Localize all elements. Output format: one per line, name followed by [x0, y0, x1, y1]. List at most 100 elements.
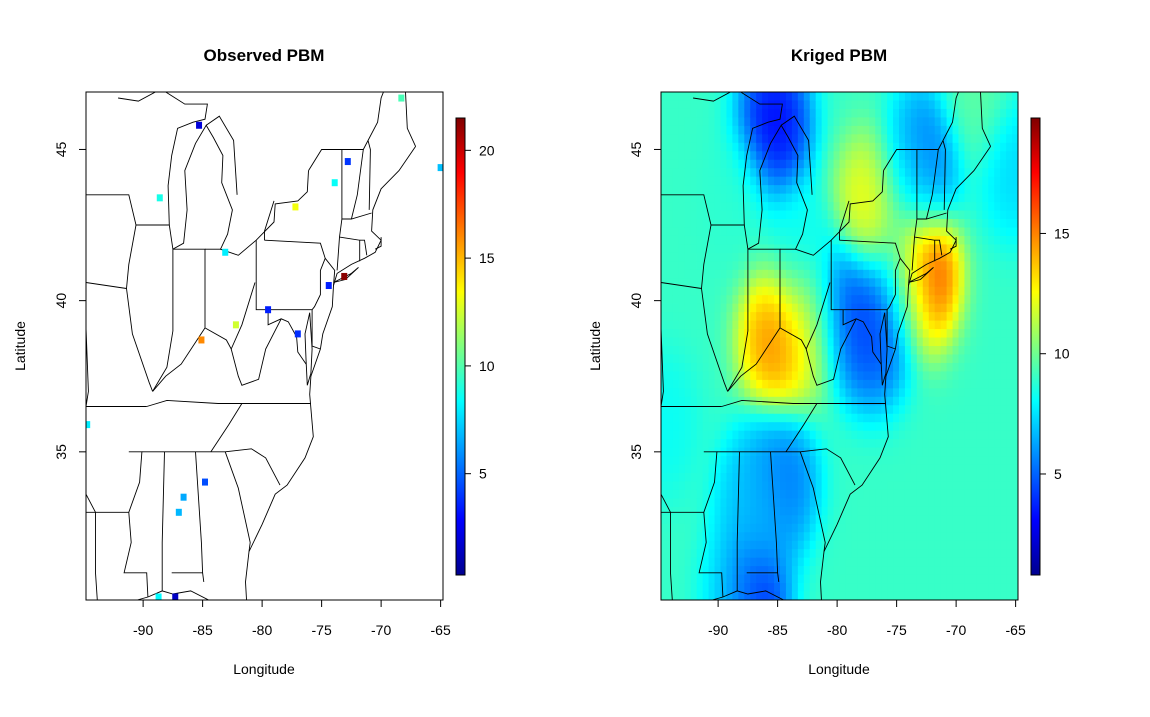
heat-cell — [893, 134, 900, 144]
heat-cell — [899, 557, 906, 567]
heat-cell — [899, 210, 906, 220]
heat-cell — [899, 464, 906, 474]
heat-cell — [750, 142, 757, 152]
heat-cell — [922, 134, 930, 144]
heat-cell — [744, 176, 751, 186]
heat-cell — [726, 506, 733, 516]
heat-cell — [684, 337, 692, 347]
heat-cell — [768, 413, 775, 423]
heat-cell — [833, 329, 841, 339]
heat-cell — [994, 515, 1001, 525]
heat-cell — [970, 168, 977, 178]
heat-cell — [821, 405, 829, 415]
heat-cell — [1000, 489, 1007, 499]
heat-cell — [988, 329, 995, 339]
heat-cell — [809, 439, 817, 449]
heat-cell — [887, 125, 894, 135]
heat-cell — [976, 252, 983, 262]
heat-cell — [976, 540, 983, 550]
heat-cell — [970, 337, 977, 347]
heat-cell — [922, 439, 930, 449]
heat-cell — [940, 151, 948, 161]
heat-cell — [815, 117, 823, 127]
heat-cell — [774, 117, 781, 127]
heat-cell — [732, 219, 739, 229]
heat-cell — [726, 574, 733, 584]
y-axis-label: Latitude — [12, 321, 28, 371]
heat-cell — [922, 261, 930, 271]
heat-cell — [696, 142, 704, 152]
heat-cell — [934, 227, 942, 237]
heat-cell — [839, 176, 847, 186]
heat-cell — [774, 515, 781, 525]
heat-cell — [774, 168, 781, 178]
heat-cell — [720, 329, 728, 339]
heat-cell — [762, 92, 769, 102]
heat-cell — [916, 176, 924, 186]
heat-cell — [768, 430, 775, 440]
heat-cell — [976, 515, 983, 525]
heat-cell — [672, 210, 680, 220]
heat-cell — [732, 168, 739, 178]
heat-cell — [899, 142, 906, 152]
heat-cell — [768, 142, 775, 152]
heat-cell — [952, 422, 960, 432]
heat-cell — [922, 498, 930, 508]
heat-cell — [875, 489, 882, 499]
heat-cell — [732, 405, 739, 415]
heat-cell — [714, 337, 722, 347]
heat-cell — [934, 168, 942, 178]
heat-cell — [970, 244, 977, 254]
heat-cell — [720, 117, 728, 127]
heat-cell — [958, 540, 966, 550]
heat-cell — [1012, 134, 1018, 144]
y-tick-label: 40 — [53, 293, 69, 309]
heat-cell — [982, 481, 989, 491]
heat-cell — [988, 235, 995, 245]
heat-cell — [797, 269, 805, 279]
heat-cell — [702, 506, 710, 516]
heat-cell — [946, 92, 954, 102]
heat-cell — [833, 464, 841, 474]
heat-cell — [1006, 498, 1013, 508]
heat-cell — [1012, 185, 1018, 195]
heat-cell — [910, 362, 918, 372]
heat-cell — [887, 489, 894, 499]
heat-cell — [661, 92, 668, 102]
heat-cell — [768, 219, 775, 229]
heat-cell — [696, 159, 704, 169]
heat-cell — [934, 574, 942, 584]
heat-cell — [910, 473, 918, 483]
heat-cell — [910, 371, 918, 381]
heat-cell — [899, 532, 906, 542]
heat-cell — [785, 506, 793, 516]
heat-cell — [815, 354, 823, 364]
heat-cell — [839, 498, 847, 508]
heat-cell — [750, 566, 757, 576]
heat-cell — [666, 286, 674, 296]
heat-cell — [839, 574, 847, 584]
heat-cell — [678, 227, 686, 237]
heat-cell — [1012, 583, 1018, 593]
heat-cell — [869, 405, 876, 415]
heat-cell — [726, 540, 733, 550]
heat-cell — [934, 269, 942, 279]
heat-cell — [684, 532, 692, 542]
heat-cell — [726, 159, 733, 169]
heat-cell — [982, 354, 989, 364]
heat-cell — [821, 583, 829, 593]
heat-cell — [785, 362, 793, 372]
heat-cell — [910, 286, 918, 296]
heat-cell — [756, 295, 763, 305]
heat-cell — [774, 362, 781, 372]
heat-cell — [785, 168, 793, 178]
heat-cell — [946, 405, 954, 415]
heat-cell — [1012, 235, 1018, 245]
heat-cell — [809, 303, 817, 313]
heat-cell — [684, 464, 692, 474]
heat-cell — [976, 506, 983, 516]
heat-cell — [904, 168, 912, 178]
heat-cell — [672, 303, 680, 313]
heat-cell — [946, 193, 954, 203]
heat-cell — [875, 515, 882, 525]
